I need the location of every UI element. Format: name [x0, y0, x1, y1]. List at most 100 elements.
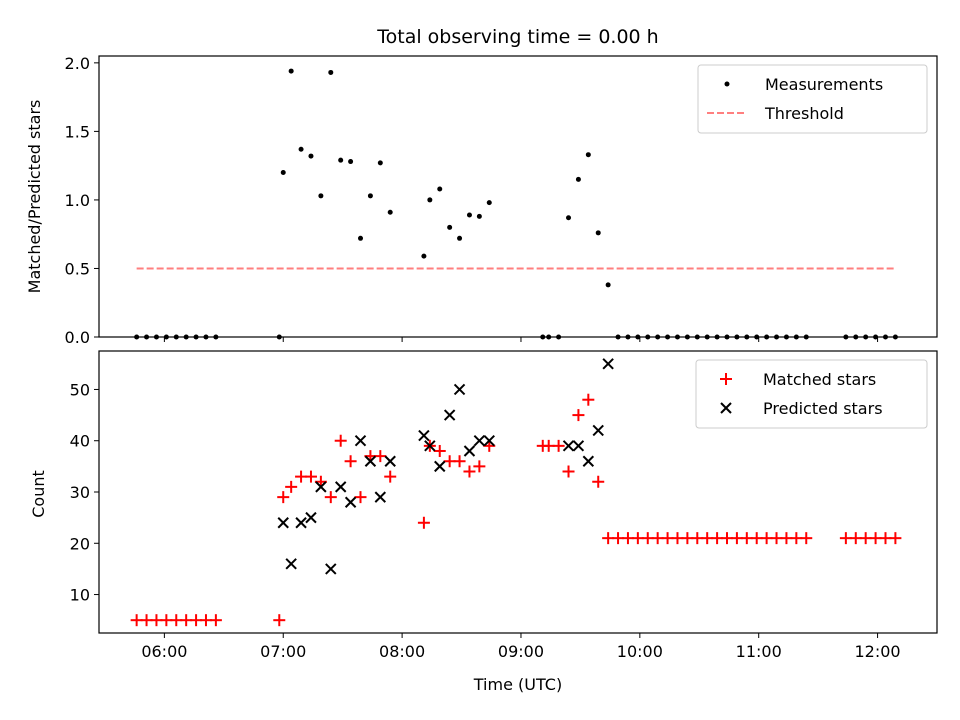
matched-star-point — [334, 434, 347, 447]
legend-matched-marker — [720, 373, 732, 385]
measurement-point — [476, 213, 482, 219]
bottom-legend-box — [695, 359, 928, 429]
matched-star-point — [463, 465, 476, 478]
predicted-star-point — [325, 563, 337, 575]
matched-star-point — [453, 455, 466, 468]
bottom-ytick-label: 50 — [70, 380, 90, 399]
predicted-star-point — [418, 429, 430, 442]
matched-star-point — [354, 491, 367, 504]
bottom-ytick-label: 20 — [70, 534, 90, 553]
measurement-point — [377, 160, 383, 166]
measurement-point — [427, 197, 433, 203]
measurement-point — [338, 157, 344, 163]
measurement-point — [328, 69, 334, 75]
matched-star-point — [562, 465, 575, 478]
measurement-point — [280, 170, 286, 176]
bottom-legend: Matched stars Predicted stars — [695, 359, 928, 429]
matched-star-point — [572, 409, 585, 422]
measurement-point — [575, 176, 581, 182]
measurement-point — [457, 235, 463, 241]
x-axis-label: Time (UTC) — [473, 675, 562, 694]
top-panel: 0.00.51.01.52.0 Matched/Predicted stars … — [25, 54, 938, 347]
matched-star-point — [273, 614, 286, 627]
xtick-label: 10:00 — [617, 642, 663, 661]
predicted-star-point — [572, 440, 585, 452]
matched-star-point — [277, 491, 290, 504]
measurement-point — [437, 186, 443, 192]
top-ytick-label: 2.0 — [65, 54, 90, 73]
measurement-point — [585, 152, 591, 158]
matched-star-point — [433, 444, 446, 457]
matched-star-point — [592, 475, 605, 488]
matched-star-point — [304, 470, 317, 483]
top-ytick-label: 1.0 — [65, 191, 90, 210]
bottom-ytick-label: 40 — [70, 432, 90, 451]
chart-title: Total observing time = 0.00 h — [376, 26, 658, 48]
predicted-star-point — [473, 435, 486, 447]
top-legend: Measurements Threshold — [697, 64, 928, 134]
predicted-star-point — [384, 455, 396, 467]
xtick-label: 11:00 — [736, 642, 782, 661]
measurement-point — [466, 212, 472, 218]
predicted-star-point — [364, 455, 377, 467]
measurement-point — [348, 159, 354, 165]
measurement-point — [308, 153, 314, 159]
bottom-y-axis: 10 20 30 40 50 — [70, 380, 99, 605]
predicted-star-point — [562, 440, 575, 452]
measurement-point — [595, 230, 601, 236]
count-series — [130, 358, 902, 627]
matched-star-point — [344, 455, 357, 468]
matched-star-point — [582, 393, 595, 406]
bottom-panel: 10 20 30 40 50 06:00 07:00 08:00 09:00 10:00 11:0… — [29, 350, 938, 694]
xtick-label: 06:00 — [141, 642, 187, 661]
measurement-point — [318, 193, 324, 199]
measurement-point — [421, 253, 427, 259]
measurement-point — [387, 209, 393, 215]
measurement-point — [447, 224, 453, 230]
predicted-star-point — [463, 445, 476, 457]
xtick-label: 07:00 — [260, 642, 306, 661]
matched-star-point — [209, 614, 222, 627]
measurement-point — [605, 282, 611, 288]
measurement-point — [367, 193, 373, 199]
predicted-star-point — [277, 517, 289, 529]
measurement-point — [288, 68, 294, 74]
measurement-point — [358, 235, 364, 241]
predicted-star-point — [582, 455, 595, 467]
matched-star-point — [889, 532, 902, 545]
predicted-star-point — [285, 558, 297, 570]
matched-star-point — [473, 460, 486, 473]
predicted-star-point — [305, 511, 317, 524]
predicted-star-point — [602, 358, 614, 370]
legend-predicted-label: Predicted stars — [763, 399, 883, 418]
matched-star-point — [374, 450, 387, 463]
matched-star-point — [324, 491, 337, 504]
legend-measurements-marker — [724, 81, 730, 87]
predicted-star-point — [443, 409, 456, 421]
legend-matched-label: Matched stars — [763, 370, 876, 389]
measurements-series — [134, 68, 898, 340]
xtick-label: 08:00 — [379, 642, 425, 661]
xtick-label: 09:00 — [498, 642, 544, 661]
bottom-ytick-label: 30 — [70, 483, 90, 502]
top-y-axis: 0.0 0.5 1.0 1.5 2.0 — [65, 54, 99, 347]
matched-star-point — [285, 480, 298, 493]
measurement-point — [566, 215, 572, 221]
predicted-star-point — [374, 491, 387, 503]
legend-measurements-label: Measurements — [765, 75, 883, 94]
matched-star-point — [417, 516, 430, 529]
predicted-star-point — [424, 440, 436, 452]
top-y-axis-label: Matched/Predicted stars — [25, 100, 44, 294]
predicted-star-point — [483, 435, 495, 447]
matched-star-point — [552, 439, 565, 452]
measurement-point — [486, 200, 492, 206]
legend-predicted-marker — [720, 402, 732, 414]
top-ytick-label: 1.5 — [65, 122, 90, 141]
top-ytick-label: 0.5 — [65, 259, 90, 278]
xtick-label: 12:00 — [855, 642, 901, 661]
legend-threshold-label: Threshold — [764, 104, 844, 123]
predicted-star-point — [592, 424, 604, 437]
predicted-star-point — [334, 481, 347, 493]
predicted-star-point — [315, 481, 327, 493]
